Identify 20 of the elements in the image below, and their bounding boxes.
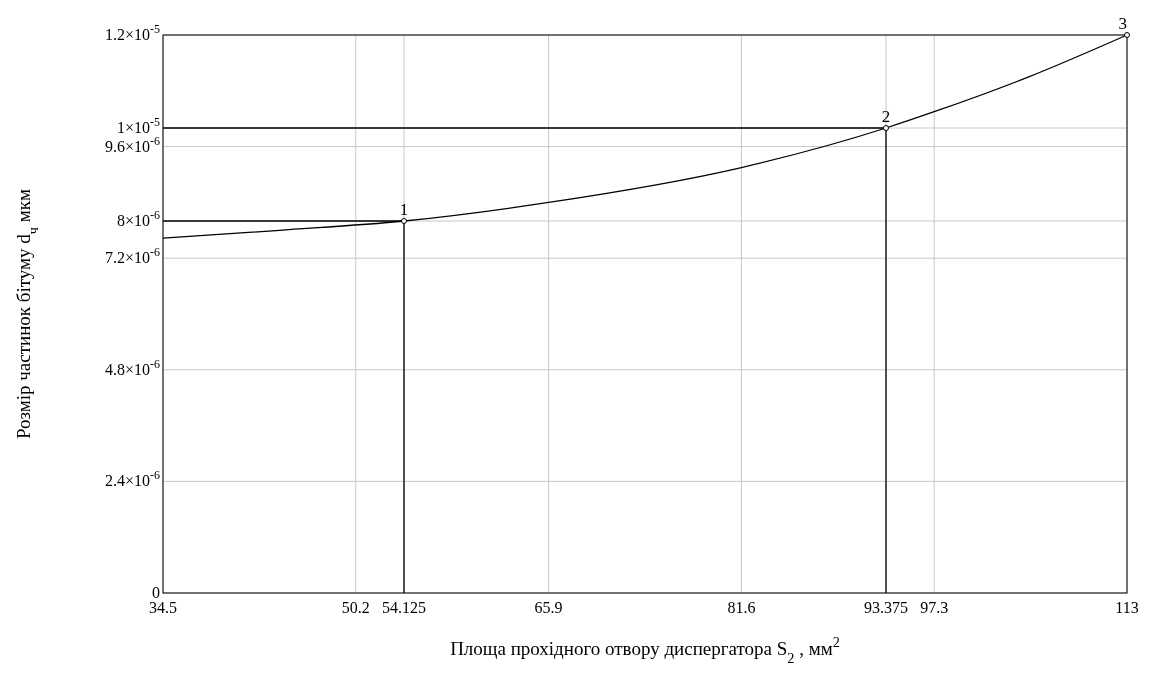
x-tick-label: 34.5	[149, 599, 177, 616]
x-tick-label: 97.3	[920, 599, 949, 616]
x-tick-label: 93.375	[864, 599, 908, 616]
annotation: 3	[1118, 14, 1127, 33]
x-tick-label: 50.2	[341, 599, 370, 616]
x-axis-title: Площа прохідного отвору диспергатора S$_{2}$ , мм$^{2}$	[450, 634, 840, 666]
x-tick-label: 65.9	[534, 599, 563, 616]
y-tick-label: 1×10$^{-5}$	[116, 115, 160, 136]
y-tick-label: 8×10$^{-6}$	[116, 208, 160, 229]
annotation: 1	[399, 200, 409, 219]
x-tick-label: 81.6	[727, 599, 756, 616]
x-tick-label: 113	[1115, 599, 1139, 616]
y-tick-label: 0	[152, 584, 160, 601]
y-tick-label: 1.2×10$^{-5}$	[104, 22, 160, 43]
y-tick-label: 7.2×10$^{-6}$	[104, 245, 160, 267]
y-tick-label: 9.6×10$^{-6}$	[104, 133, 160, 155]
y-tick-label: 2.4×10$^{-6}$	[104, 468, 160, 490]
annotation: 2	[881, 107, 891, 126]
y-tick-label: 4.8×10$^{-6}$	[104, 356, 160, 378]
x-tick-label: 54.125	[382, 599, 426, 616]
